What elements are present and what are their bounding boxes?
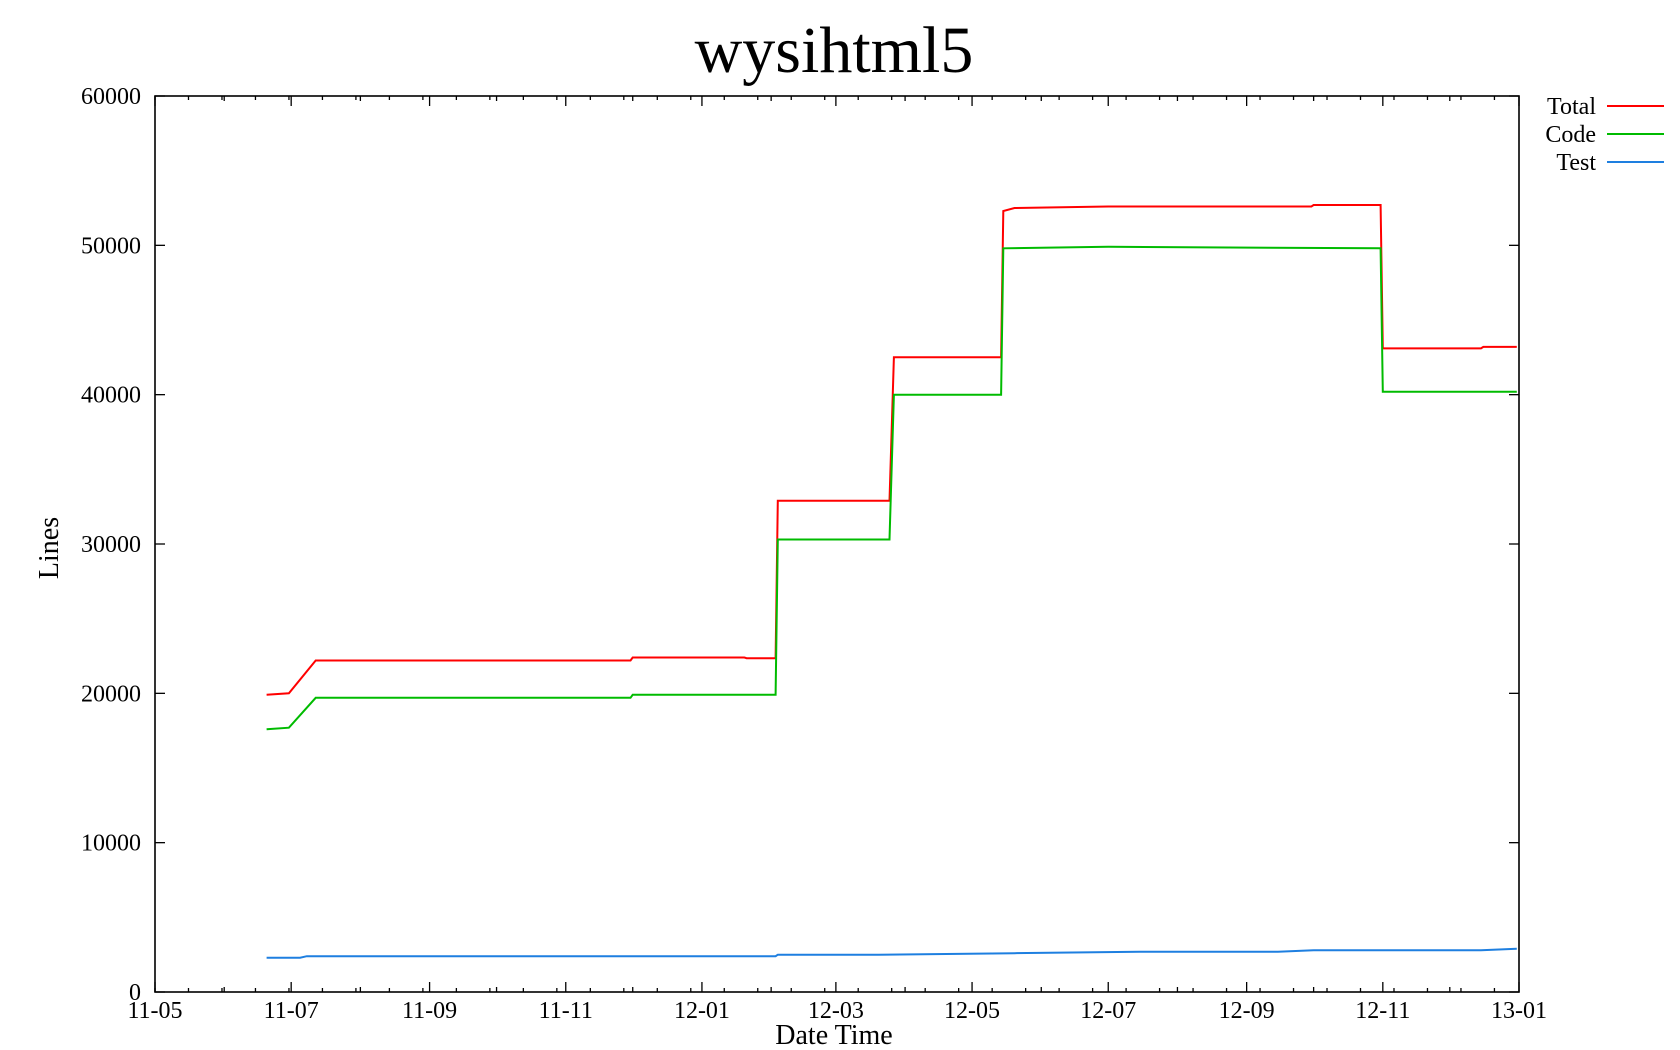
- legend-label: Test: [1556, 150, 1596, 176]
- y-tick-labels: 0 10000 20000 30000 40000 50000 60000: [81, 84, 141, 1006]
- y-tick-label: 40000: [81, 383, 141, 409]
- series-lines: [266, 204, 1517, 959]
- y-axis-label: Lines: [34, 517, 65, 579]
- plot-frame: [154, 95, 1520, 993]
- x-tick-label: 11-07: [264, 998, 319, 1024]
- series-line-test: [266, 947, 1517, 959]
- x-tick-label: 12-11: [1355, 998, 1410, 1024]
- chart-title: wysihtml5: [695, 14, 974, 87]
- y-tick-label: 50000: [81, 233, 141, 259]
- x-tick-label: 12-03: [808, 998, 864, 1024]
- x-tick-label: 12-05: [944, 998, 1000, 1024]
- x-tick-label: 12-09: [1219, 998, 1275, 1024]
- y-tick-label: 30000: [81, 532, 141, 558]
- x-axis-label: Date Time: [775, 1020, 892, 1050]
- x-tick-label: 13-01: [1491, 998, 1547, 1024]
- y-tick-label: 0: [129, 980, 141, 1006]
- x-tick-label: 11-11: [539, 998, 593, 1024]
- legend-label: Code: [1545, 122, 1596, 148]
- axis-ticks: [154, 95, 1520, 993]
- x-tick-labels: 11-05 11-07 11-09 11-11 12-01 12-03 12-05 12-07…: [127, 998, 1547, 1024]
- series-line-code: [266, 245, 1517, 731]
- legend-label: Total: [1547, 94, 1596, 120]
- series-line-total: [266, 204, 1517, 696]
- y-tick-label: 10000: [81, 831, 141, 857]
- y-tick-label: 20000: [81, 681, 141, 707]
- x-tick-label: 11-05: [127, 998, 182, 1024]
- x-tick-label: 12-01: [674, 998, 730, 1024]
- x-tick-label: 12-07: [1080, 998, 1136, 1024]
- x-tick-label: 11-09: [402, 998, 457, 1024]
- y-tick-label: 60000: [81, 84, 141, 110]
